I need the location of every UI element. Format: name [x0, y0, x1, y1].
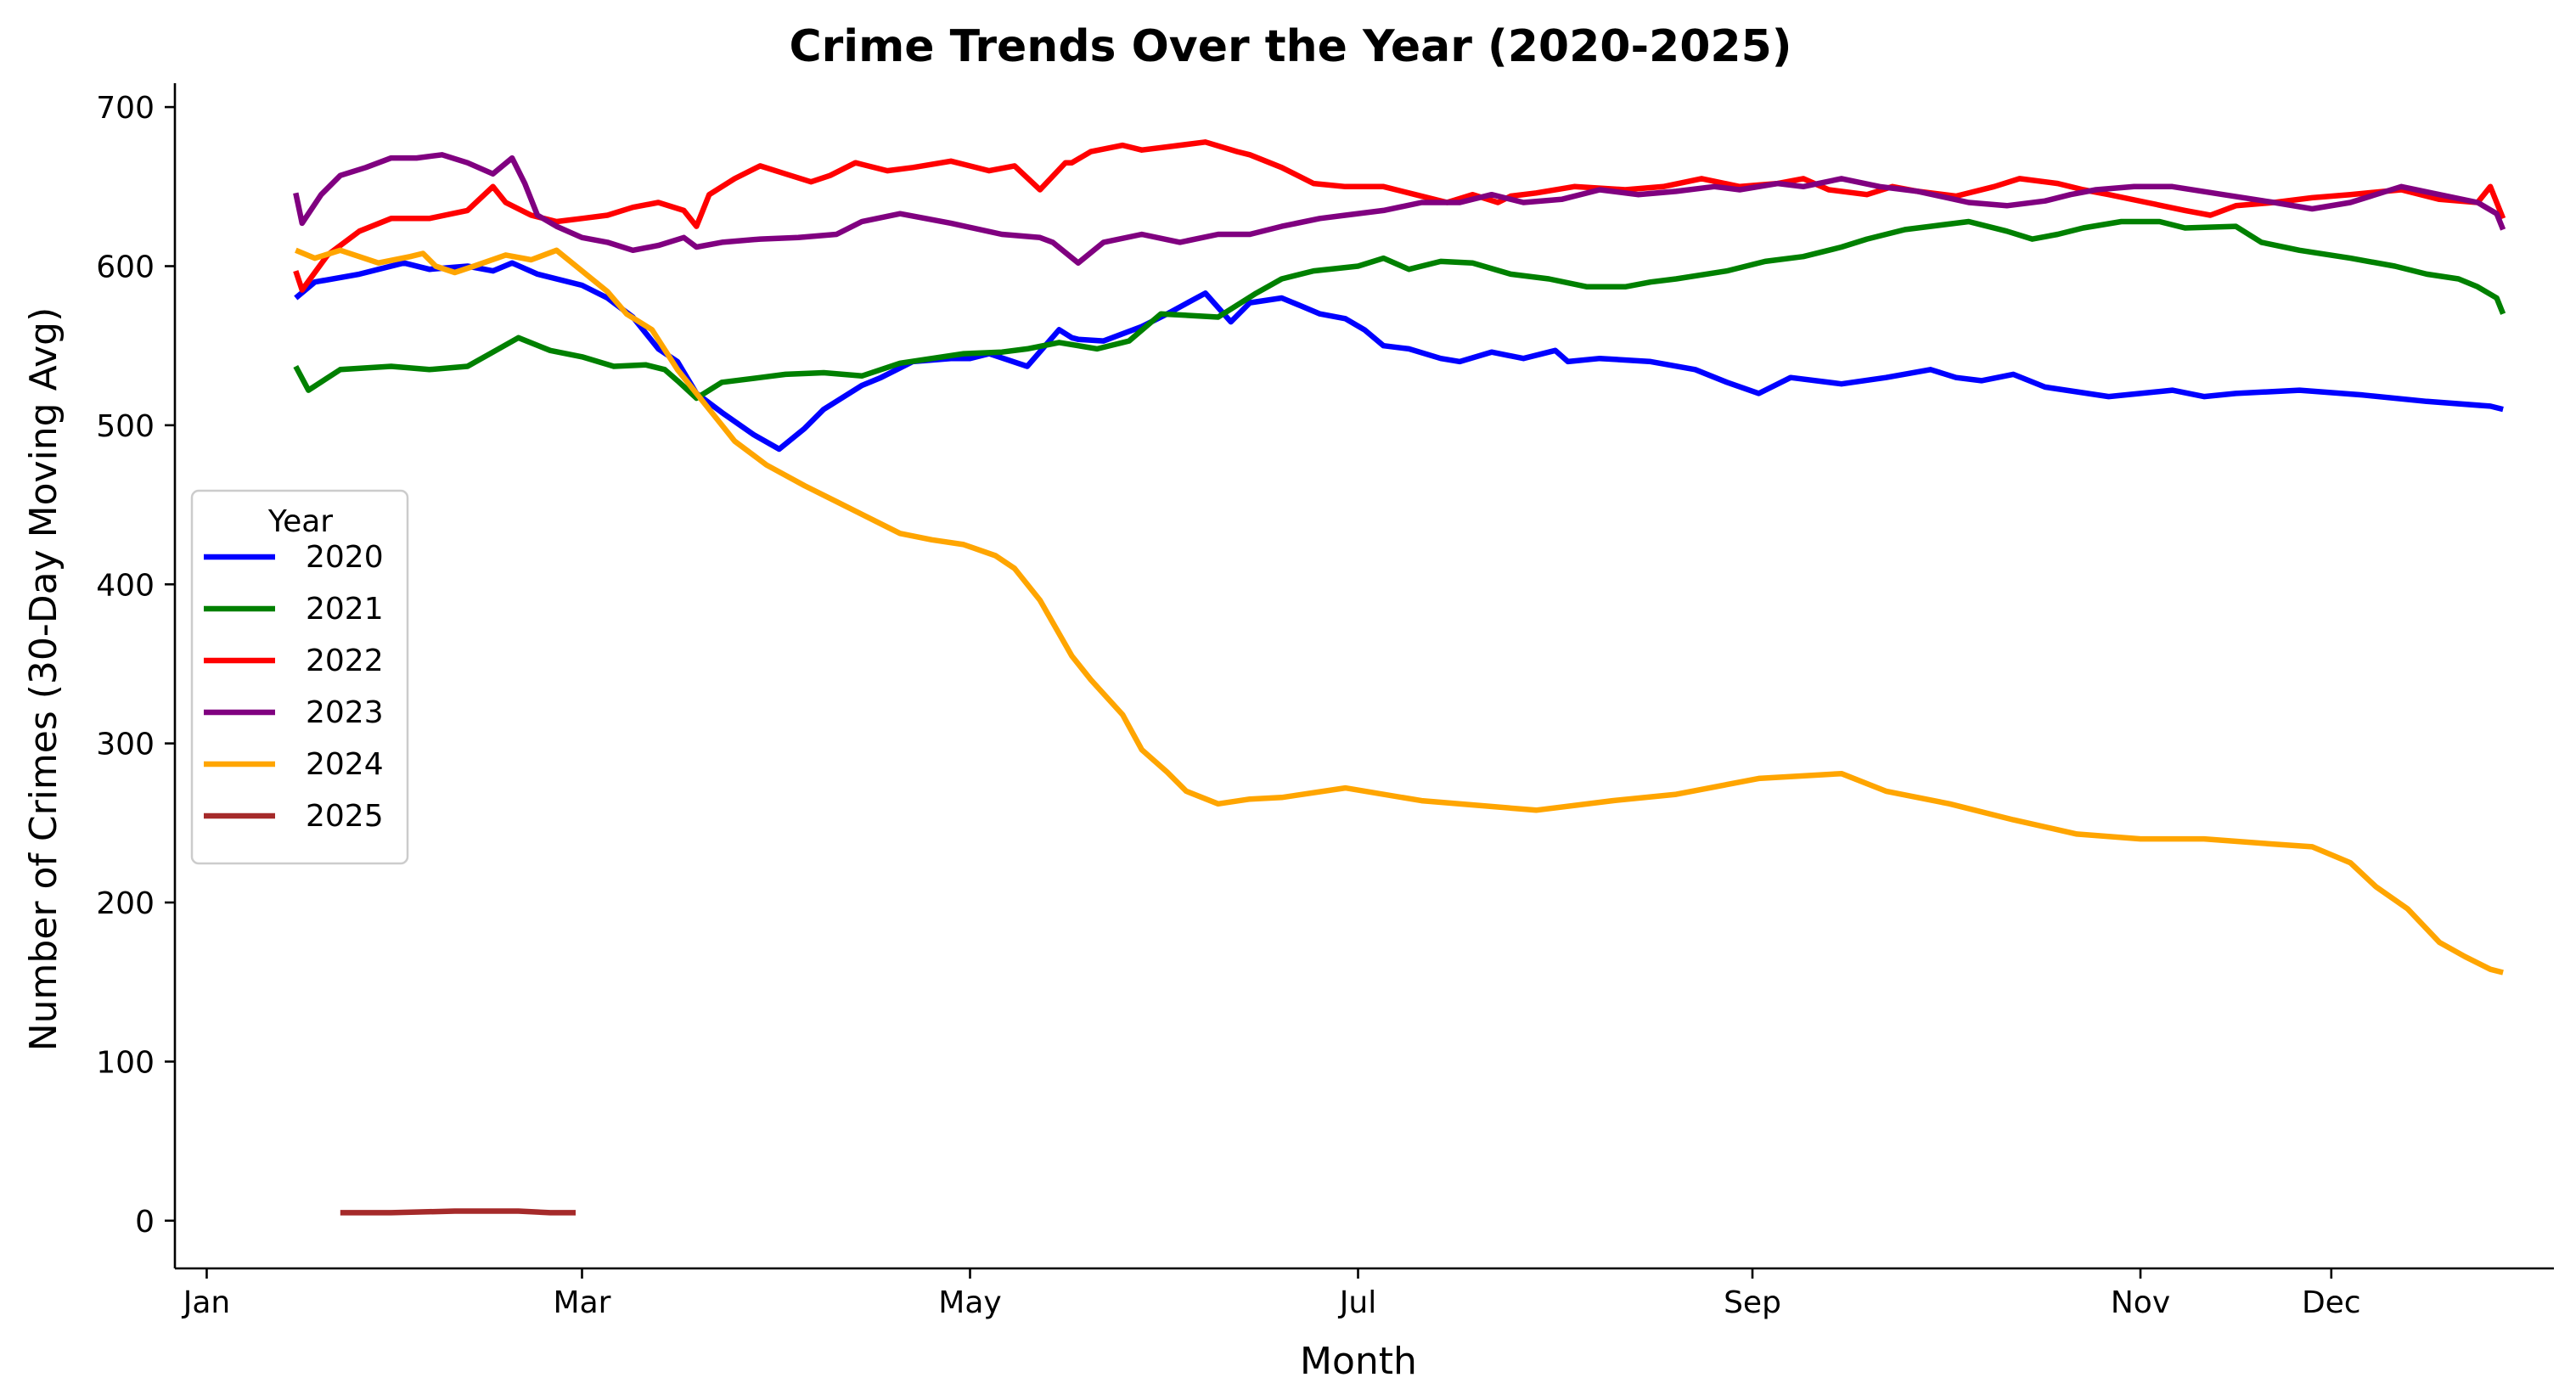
legend-label-2025: 2025	[306, 799, 384, 834]
chart-title: Crime Trends Over the Year (2020-2025)	[789, 21, 1791, 72]
x-tick-label: May	[938, 1285, 1001, 1320]
x-tick-label: Mar	[554, 1285, 611, 1320]
series-line-2020	[294, 260, 2504, 453]
series-line-2024	[295, 247, 2504, 976]
legend-label-2023: 2023	[306, 695, 384, 730]
legend-title: Year	[267, 504, 333, 539]
x-tick-label: Jan	[182, 1285, 231, 1320]
y-tick-label: 500	[96, 409, 155, 444]
series-line-2021	[293, 218, 2506, 402]
series-line-2025	[340, 1208, 576, 1216]
x-tick-label: Sep	[1724, 1285, 1781, 1320]
legend-label-2020: 2020	[306, 540, 384, 575]
legend-label-2024: 2024	[306, 747, 384, 782]
y-tick-label: 0	[135, 1205, 155, 1240]
y-tick-label: 700	[96, 91, 155, 126]
series-line-2023	[293, 152, 2506, 266]
axis-ticks: Jan Mar May Jul Sep Nov Dec 0 100 200 300 400 500 600…	[96, 91, 2360, 1320]
y-tick-label: 600	[96, 250, 155, 284]
series-lines	[293, 139, 2506, 1216]
y-tick-label: 300	[96, 728, 155, 762]
x-tick-label: Nov	[2111, 1285, 2170, 1320]
x-tick-label: Dec	[2302, 1285, 2361, 1320]
legend-box	[190, 489, 409, 865]
legend-label-2022: 2022	[306, 644, 384, 678]
legend-label-2021: 2021	[306, 592, 384, 627]
y-tick-label: 200	[96, 886, 155, 921]
x-tick-label: Jul	[1338, 1285, 1376, 1320]
x-axis-label: Month	[1300, 1340, 1417, 1383]
y-tick-label: 100	[96, 1045, 155, 1080]
y-axis-label: Number of Crimes (30-Day Moving Avg)	[22, 307, 65, 1052]
y-tick-label: 400	[96, 568, 155, 603]
legend: Year 2020 2021 2022 2023 2024 2025	[190, 489, 409, 865]
axes	[173, 83, 2554, 1270]
